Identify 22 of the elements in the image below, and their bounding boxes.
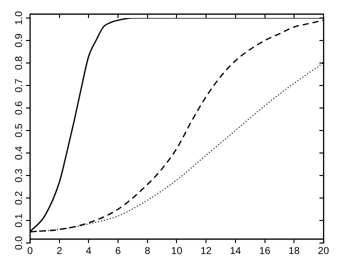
x-tick-label: 20	[318, 246, 330, 257]
y-tick-label: 0.4	[14, 146, 25, 160]
y-tick-label: 0.7	[14, 78, 25, 92]
y-tick-label: 0.8	[14, 56, 25, 70]
x-tick-label: 18	[288, 246, 300, 257]
x-tick-label: 10	[171, 246, 183, 257]
y-tick-label: 1.0	[14, 10, 25, 25]
x-tick-label: 16	[259, 246, 271, 257]
y-tick-label: 0.5	[14, 123, 25, 138]
x-tick-label: 0	[27, 246, 34, 257]
y-tick-label: 0.2	[14, 190, 25, 205]
x-tick-label: 2	[56, 246, 63, 257]
y-tick-label: 0.0	[14, 236, 25, 250]
x-tick-label: 6	[115, 246, 122, 257]
x-tick-label: 4	[86, 246, 92, 257]
x-tick-label: 14	[230, 246, 242, 257]
y-tick-label: 0.9	[14, 33, 25, 48]
y-tick-label: 0.6	[14, 100, 25, 115]
y-tick-label: 0.3	[14, 168, 25, 182]
x-tick-label: 8	[144, 246, 151, 257]
x-tick-label: 12	[200, 246, 212, 257]
y-tick-label: 0.1	[14, 213, 25, 228]
